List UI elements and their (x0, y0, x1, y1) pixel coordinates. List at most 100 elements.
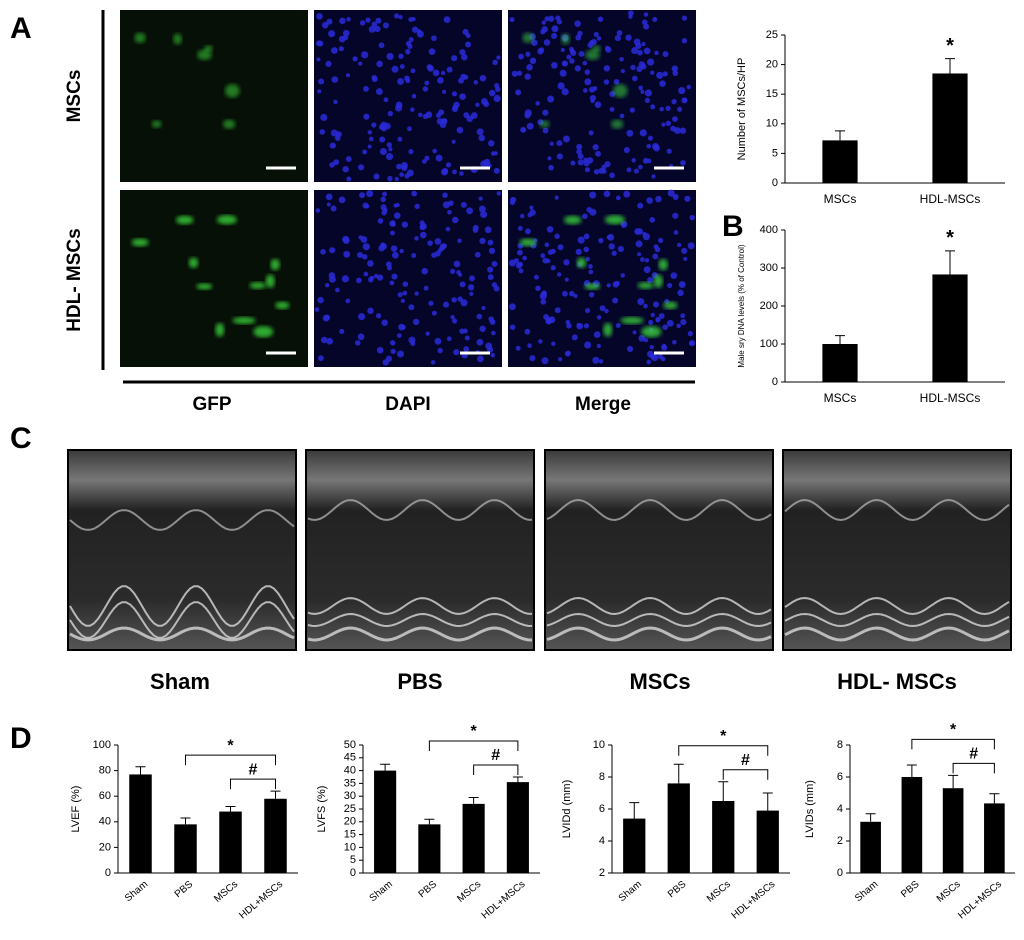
error-bar (380, 763, 391, 771)
nucleus (389, 280, 395, 286)
nucleus (578, 50, 585, 57)
nucleus (508, 303, 516, 311)
bar (462, 803, 485, 873)
nucleus (419, 224, 426, 231)
nucleus (619, 113, 625, 119)
nucleus (646, 58, 655, 66)
y-tick-label: 6 (837, 771, 843, 783)
bracket (428, 740, 519, 751)
nucleus (636, 66, 643, 73)
nucleus (452, 216, 459, 224)
gfp-cell (151, 120, 162, 128)
nucleus (314, 307, 320, 312)
nucleus (670, 125, 676, 132)
nucleus (371, 74, 377, 81)
nucleus (333, 99, 338, 105)
y-tick-label: 40 (99, 816, 111, 828)
nucleus (462, 328, 468, 334)
nucleus (465, 33, 471, 39)
nucleus (651, 142, 659, 150)
nucleus (489, 319, 496, 325)
nucleus (480, 211, 488, 219)
y-tick-label: 10 (593, 739, 605, 751)
bar (506, 782, 529, 873)
nucleus (678, 87, 686, 95)
nucleus (598, 237, 604, 244)
nucleus (666, 319, 674, 327)
nucleus (324, 314, 331, 321)
nucleus (596, 315, 602, 320)
bar (901, 777, 923, 873)
echo-trace (69, 585, 295, 627)
nucleus (342, 34, 349, 41)
nucleus (326, 202, 331, 207)
nucleus (470, 112, 478, 119)
nucleus (595, 150, 602, 157)
nucleus (460, 201, 467, 208)
nucleus (638, 334, 646, 342)
nucleus (680, 319, 687, 326)
nucleus (677, 106, 683, 112)
nucleus (463, 74, 469, 80)
nucleus (401, 221, 408, 228)
nucleus (396, 163, 402, 170)
nucleus (558, 357, 563, 362)
y-axis-label: Number of MSCs/HP (736, 58, 748, 161)
nucleus (396, 333, 402, 338)
nucleus (689, 214, 695, 221)
nucleus (541, 20, 547, 25)
nucleus (330, 205, 337, 212)
nucleus (611, 250, 617, 256)
x-tick-label: MSCs (824, 192, 857, 206)
nucleus (400, 298, 405, 304)
column-label: DAPI (385, 394, 430, 415)
y-tick-label: 0 (837, 867, 843, 879)
column-label: Merge (575, 394, 631, 415)
nucleus (378, 42, 385, 49)
nucleus (672, 212, 679, 219)
nucleus (493, 167, 500, 174)
error-bar (270, 790, 281, 799)
nucleus (418, 112, 423, 118)
nucleus (676, 323, 681, 329)
nucleus (434, 337, 442, 345)
significance: # (249, 761, 258, 778)
nucleus (615, 195, 621, 201)
y-tick-label: 0 (772, 177, 778, 189)
y-tick-label: 2 (837, 835, 843, 847)
nucleus (405, 48, 411, 55)
nucleus (394, 176, 399, 182)
nucleus (516, 249, 523, 256)
gfp-cell (196, 283, 213, 290)
bracket (911, 738, 995, 750)
nucleus (633, 168, 639, 174)
nucleus (369, 275, 375, 281)
nucleus (484, 226, 492, 234)
bar (756, 810, 779, 873)
nucleus (653, 244, 659, 250)
nucleus (479, 237, 486, 245)
nucleus (672, 116, 678, 122)
nucleus (402, 281, 409, 287)
nucleus (329, 275, 336, 283)
nucleus (640, 89, 645, 94)
nucleus (393, 212, 401, 219)
significance: * (227, 737, 234, 754)
nucleus (637, 298, 645, 306)
nucleus (387, 175, 393, 182)
nucleus (566, 54, 572, 60)
nucleus (638, 85, 644, 91)
nucleus (361, 51, 369, 59)
nucleus (487, 274, 494, 281)
nucleus (542, 109, 549, 116)
y-tick-label: 40 (344, 765, 356, 777)
nucleus (362, 149, 368, 155)
echo-trace (546, 596, 772, 616)
y-tick-label: 15 (766, 88, 778, 100)
nucleus (593, 168, 600, 175)
y-tick-label: 60 (99, 790, 111, 802)
nucleus (681, 15, 688, 21)
echo-image (67, 449, 297, 651)
nucleus (346, 17, 351, 22)
nucleus (373, 173, 380, 180)
